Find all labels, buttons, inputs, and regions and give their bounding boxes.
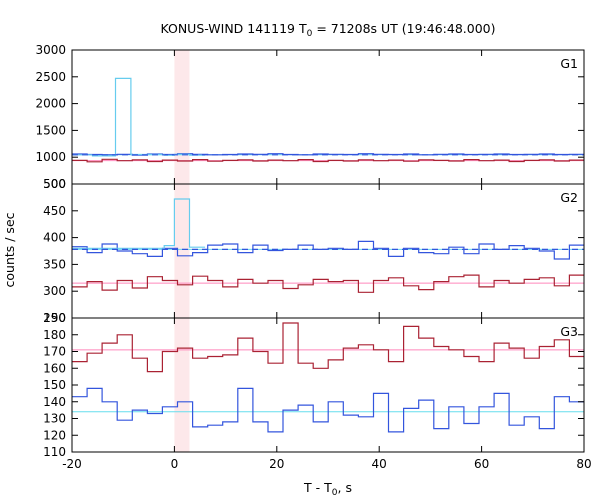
y-tick-label: 190 <box>43 311 66 325</box>
y-tick-label: 350 <box>43 257 66 271</box>
hires-series-step <box>72 198 206 249</box>
x-axis-label-rest: , s <box>338 480 352 495</box>
y-tick-label: 110 <box>43 445 66 459</box>
chart-title-rest: = 71208s UT (19:46:48.000) <box>312 21 495 36</box>
burst-series-step <box>72 158 584 163</box>
y-axis-label: counts / sec <box>2 212 17 287</box>
x-axis-label: T - T0, s <box>303 480 352 498</box>
burst-series-step <box>72 274 584 293</box>
y-tick-label: 300 <box>43 284 66 298</box>
panel-frame <box>71 49 585 185</box>
panel-frame <box>71 317 585 453</box>
highlight-band <box>174 184 190 318</box>
x-tick-label: 80 <box>576 457 591 471</box>
y-tick-label: 3000 <box>35 43 66 57</box>
panel-g2: 250 300 350 400 450 500 G2 <box>43 177 585 325</box>
chart-title: KONUS-WIND 141119 T0 = 71208s UT (19:46:… <box>160 21 495 39</box>
y-tick-label: 150 <box>43 378 66 392</box>
panel-frame <box>71 183 585 319</box>
y-tick-label: 1000 <box>35 150 66 164</box>
burst-series-step <box>72 322 584 373</box>
background-series-step <box>72 387 584 433</box>
chart-title-main: KONUS-WIND 141119 T <box>160 21 306 36</box>
y-tick-label: 250 <box>43 311 66 325</box>
highlight-band <box>174 318 190 452</box>
y-tick-label: 120 <box>43 428 66 442</box>
y-tick-label: 170 <box>43 345 66 359</box>
y-tick-label: 2000 <box>35 97 66 111</box>
y-tick-label: 140 <box>43 395 66 409</box>
y-tick-label: 500 <box>43 177 66 191</box>
background-series-step <box>72 240 584 260</box>
x-tick-label: 60 <box>474 457 489 471</box>
panels-layer: 50010001500200025003000G1250300350400450… <box>35 43 591 471</box>
panel-label: G1 <box>560 56 578 71</box>
x-tick-label: 20 <box>269 457 284 471</box>
y-tick-label: 2500 <box>35 70 66 84</box>
y-tick-label: 1500 <box>35 123 66 137</box>
x-axis-label-main: T - T <box>303 480 332 495</box>
y-tick-label: 130 <box>43 412 66 426</box>
x-axis-label-subscript: 0 <box>332 488 338 498</box>
x-tick-label: 40 <box>372 457 387 471</box>
y-tick-label: 180 <box>43 328 66 342</box>
x-tick-label: -20 <box>62 457 82 471</box>
panel-label: G2 <box>560 190 578 205</box>
highlight-band <box>174 50 190 184</box>
panel-label: G3 <box>560 324 578 339</box>
y-tick-label: 450 <box>43 204 66 218</box>
x-tick-label: 0 <box>171 457 179 471</box>
y-tick-label: 160 <box>43 361 66 375</box>
chart-title-subscript: 0 <box>307 29 313 39</box>
y-tick-label: 400 <box>43 231 66 245</box>
panel-g1: 500 1000 1500 2000 2500 3000 G1 <box>35 43 585 191</box>
panel-g3: 110 120 130 140 150 160 170 180 190 -20 0 20 40 60 80 G… <box>43 311 592 471</box>
y-tick-label: 500 <box>43 177 66 191</box>
